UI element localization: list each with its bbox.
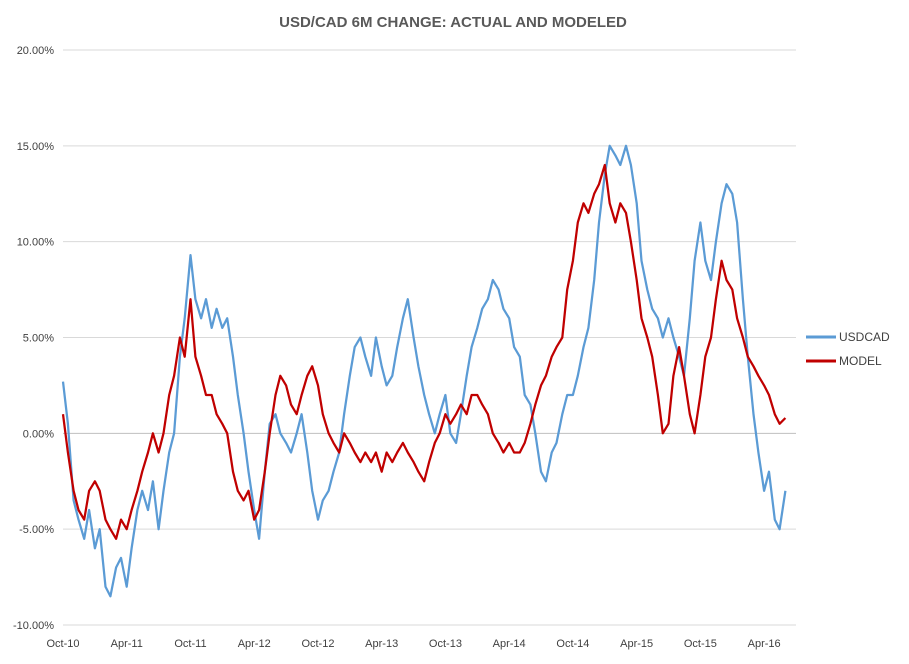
y-tick-label: -5.00% (19, 524, 54, 536)
series-line-model (61, 163, 787, 540)
y-axis-ticks: -10.00% -5.00% 0.00% 5.00% 10.00% 15.00% 20.00… (13, 45, 54, 632)
x-tick-label: Apr-16 (748, 638, 781, 650)
x-tick-label: Oct-15 (684, 638, 717, 650)
x-tick-label: Oct-10 (46, 638, 79, 650)
x-tick-label: Oct-13 (429, 638, 462, 650)
series-line-usdcad (61, 144, 787, 598)
legend-label: USDCAD (839, 330, 890, 344)
legend-label: MODEL (839, 354, 882, 368)
x-tick-label: Apr-13 (365, 638, 398, 650)
x-axis-ticks: Oct-10 Apr-11 Oct-11 Apr-12 Oct-12 Apr-13 Oct-… (46, 638, 780, 650)
y-tick-label: 5.00% (23, 333, 54, 345)
y-tick-label: -10.00% (13, 620, 54, 632)
chart-title: USD/CAD 6M CHANGE: ACTUAL AND MODELED (279, 14, 627, 31)
gridlines (63, 49, 796, 626)
y-tick-label: 15.00% (17, 141, 55, 153)
x-tick-label: Apr-15 (620, 638, 653, 650)
legend: USDCAD MODEL (806, 330, 890, 368)
x-tick-label: Oct-11 (174, 638, 206, 650)
y-tick-label: 10.00% (17, 237, 55, 249)
y-tick-label: 20.00% (17, 45, 55, 57)
x-tick-label: Apr-12 (238, 638, 271, 650)
x-tick-label: Oct-14 (556, 638, 589, 650)
y-tick-label: 0.00% (23, 428, 54, 440)
x-tick-label: Apr-11 (111, 638, 143, 650)
x-tick-label: Oct-12 (301, 638, 334, 650)
series-lines (61, 144, 787, 598)
x-tick-label: Apr-14 (493, 638, 526, 650)
